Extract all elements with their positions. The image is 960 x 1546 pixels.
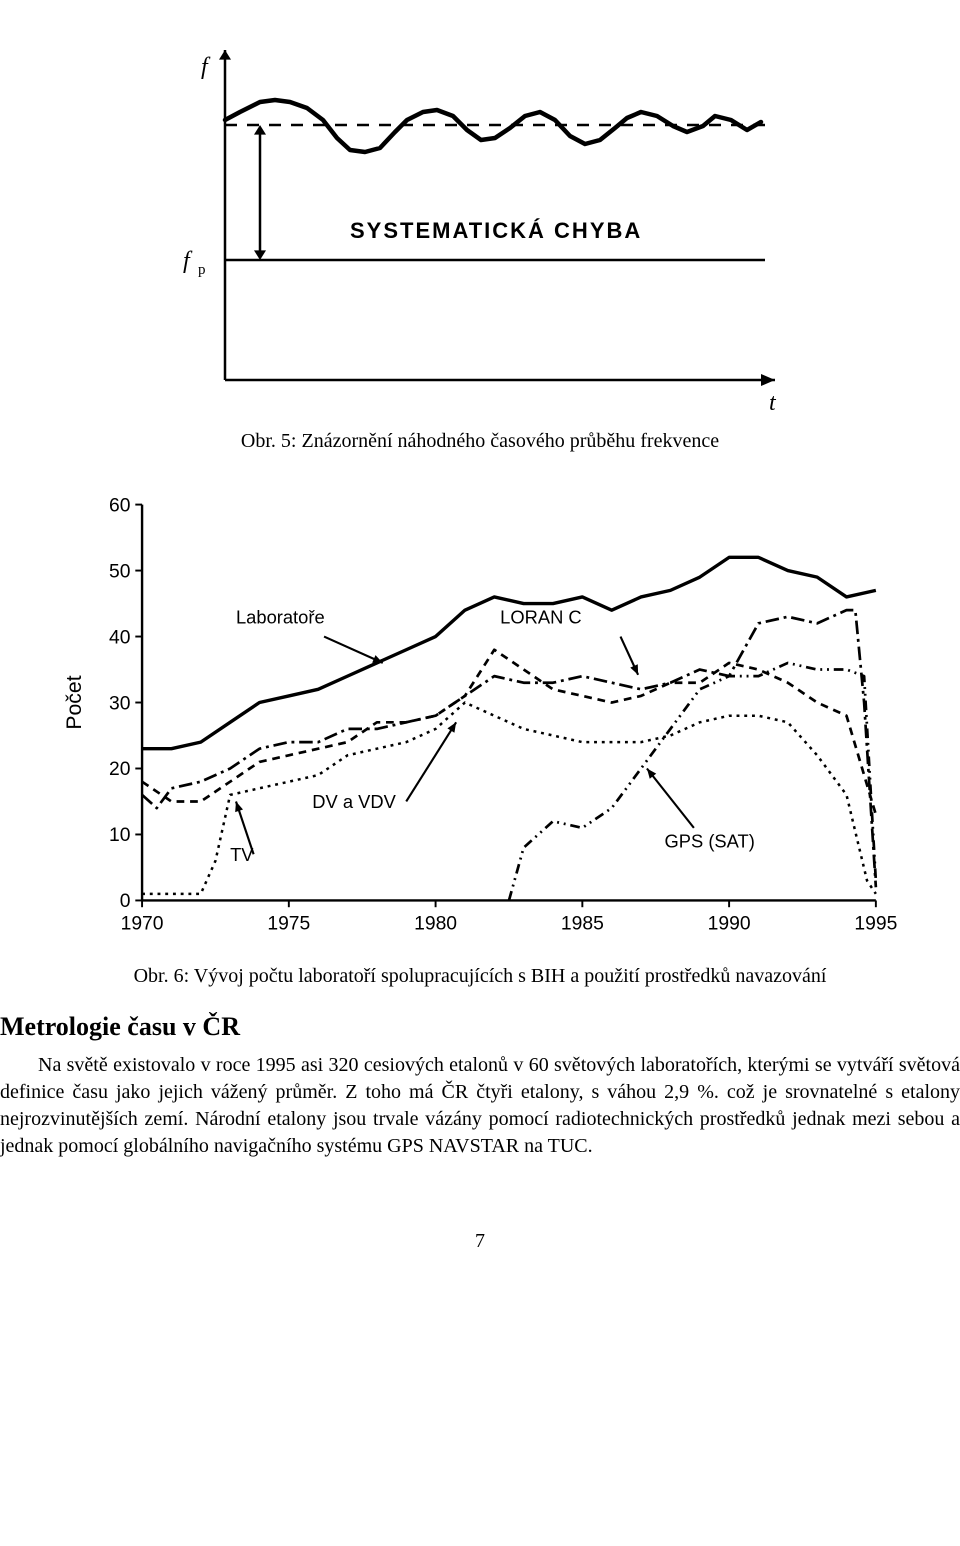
svg-text:1980: 1980 <box>414 913 457 934</box>
svg-text:Laboratoře: Laboratoře <box>236 606 325 627</box>
svg-text:20: 20 <box>109 759 130 780</box>
figure1-caption: Obr. 5: Znázornění náhodného časového pr… <box>60 430 900 453</box>
svg-text:60: 60 <box>109 495 130 516</box>
svg-text:10: 10 <box>109 825 130 846</box>
svg-text:GPS (SAT): GPS (SAT) <box>665 831 755 852</box>
figure-lab-count-chart: 0 10 20 30 40 50 60 1970 1975 1980 1985 1990 1995 Poč… <box>60 477 900 957</box>
svg-text:p: p <box>198 262 206 278</box>
page-number: 7 <box>60 1230 900 1253</box>
svg-text:30: 30 <box>109 693 130 714</box>
svg-text:50: 50 <box>109 561 130 582</box>
svg-text:LORAN C: LORAN C <box>500 606 581 627</box>
figure2-caption: Obr. 6: Vývoj počtu laboratoří spoluprac… <box>60 965 900 988</box>
section-heading: Metrologie času v ČR <box>0 1012 900 1042</box>
figure-systematic-error: ffptSYSTEMATICKÁ CHYBA <box>155 20 805 420</box>
body-paragraph: Na světě existovalo v roce 1995 asi 320 … <box>0 1052 960 1160</box>
svg-text:Počet: Počet <box>62 675 86 729</box>
svg-text:1985: 1985 <box>561 913 604 934</box>
svg-text:SYSTEMATICKÁ CHYBA: SYSTEMATICKÁ CHYBA <box>350 218 642 243</box>
svg-text:0: 0 <box>120 891 131 912</box>
svg-text:f: f <box>183 248 193 274</box>
svg-text:f: f <box>201 54 211 80</box>
svg-text:1995: 1995 <box>854 913 897 934</box>
svg-text:DV a VDV: DV a VDV <box>312 791 396 812</box>
svg-text:1990: 1990 <box>708 913 751 934</box>
svg-text:40: 40 <box>109 627 130 648</box>
svg-text:1975: 1975 <box>267 913 310 934</box>
svg-text:t: t <box>769 390 777 416</box>
svg-text:1970: 1970 <box>121 913 164 934</box>
